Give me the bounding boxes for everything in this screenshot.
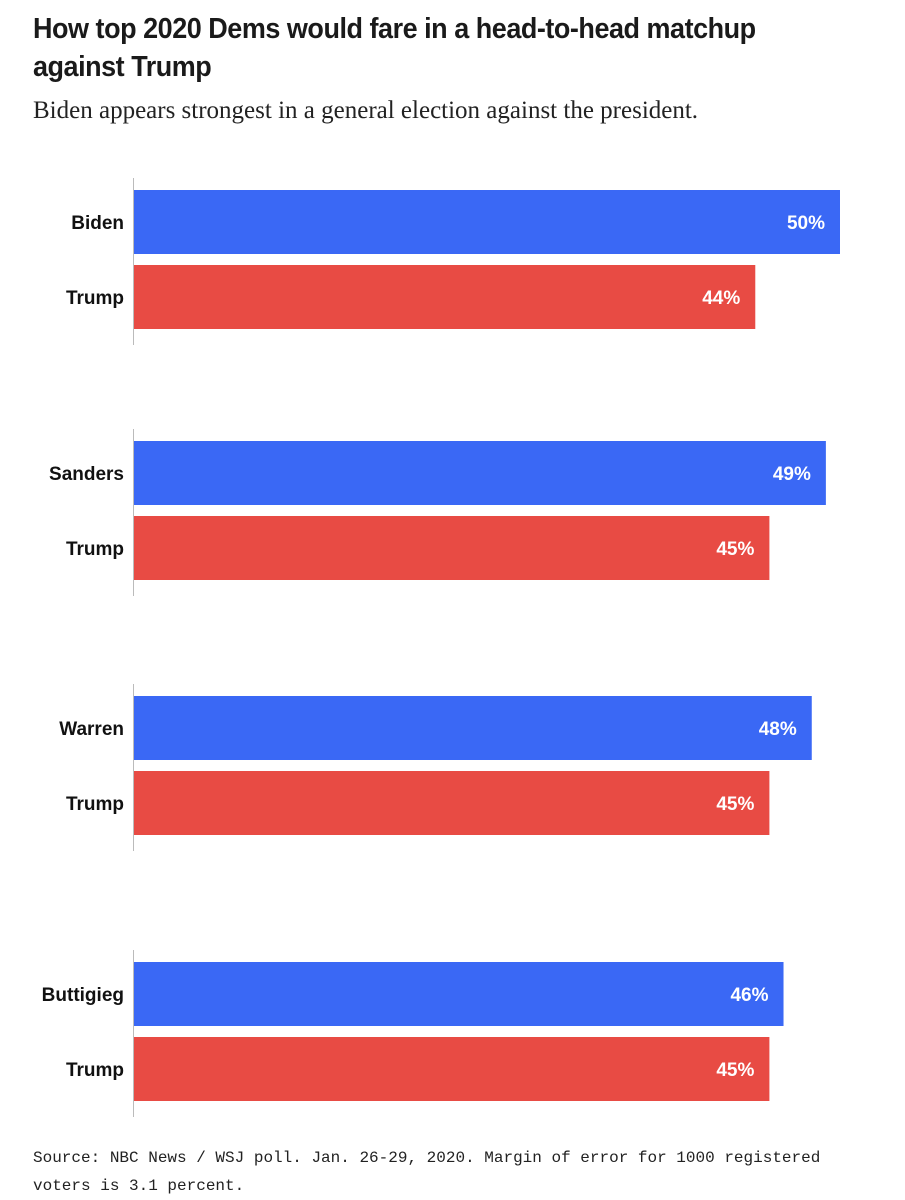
- bar-trump: [134, 265, 756, 329]
- data-label: 45%: [716, 794, 754, 815]
- data-label: 48%: [759, 719, 797, 740]
- category-label: Trump: [66, 539, 124, 560]
- bar-sanders: [134, 441, 826, 505]
- data-label: 49%: [773, 464, 811, 485]
- bar-trump: [134, 516, 770, 580]
- bar-biden: [134, 190, 840, 254]
- bar-trump: [134, 1037, 770, 1101]
- chart-title: How top 2020 Dems would fare in a head-t…: [33, 13, 756, 83]
- data-label: 44%: [702, 288, 740, 309]
- data-label: 50%: [787, 213, 825, 234]
- category-label: Trump: [66, 288, 124, 309]
- category-label: Buttigieg: [42, 985, 124, 1006]
- bar-chart: Biden 50% Trump 44% Sanders 49% Trump 45% Warren…: [42, 178, 840, 1117]
- category-label: Warren: [59, 719, 124, 740]
- category-label: Trump: [66, 794, 124, 815]
- source-note: Source: NBC News / WSJ poll. Jan. 26-29,…: [33, 1149, 830, 1195]
- bar-trump: [134, 771, 770, 835]
- bar-warren: [134, 696, 812, 760]
- bar-buttigieg: [134, 962, 784, 1026]
- data-label: 46%: [730, 985, 768, 1006]
- category-label: Trump: [66, 1060, 124, 1081]
- data-label: 45%: [716, 1060, 754, 1081]
- category-label: Biden: [71, 213, 124, 234]
- chart-subtitle: Biden appears strongest in a general ele…: [33, 97, 699, 124]
- data-label: 45%: [716, 539, 754, 560]
- category-label: Sanders: [49, 464, 124, 485]
